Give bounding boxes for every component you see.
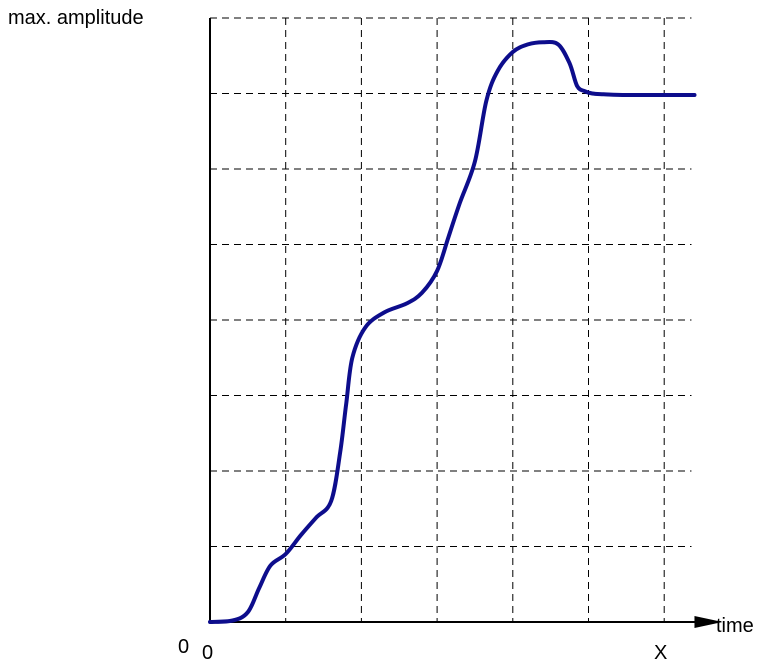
x-tick-label-0: 0 — [202, 642, 213, 664]
y-axis-label: max. amplitude — [8, 7, 144, 29]
y-tick-label-0: 0 — [178, 636, 189, 658]
grid — [210, 17, 692, 622]
series-line — [208, 39, 697, 624]
x-axis-label: time — [716, 615, 754, 637]
x-axis-arrowhead — [694, 616, 723, 628]
x-tick-label-x: X — [654, 642, 667, 664]
